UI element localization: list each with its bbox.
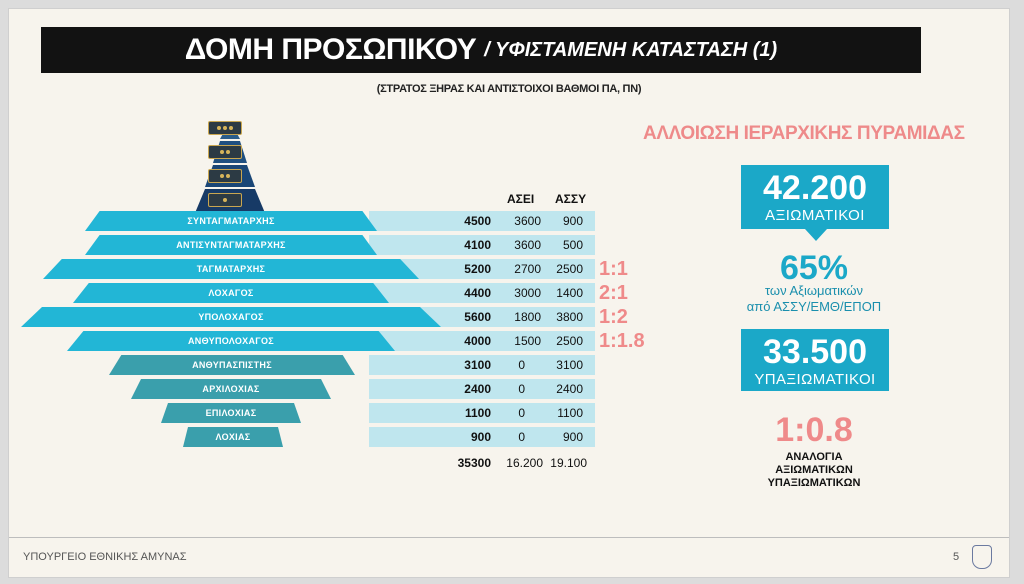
ratio-description: ΑΝΑΛΟΓΙΑ ΑΞΙΩΜΑΤΙΚΩΝ ΥΠΑΞΙΩΜΑΤΙΚΩΝ [729, 451, 899, 490]
rank-assy: 1100 [557, 406, 583, 420]
page-title: ΔΟΜΗ ΠΡΟΣΩΠΙΚΟΥ [184, 33, 477, 66]
rank-asei: 3600 [514, 214, 541, 228]
rank-total: 5600 [464, 310, 491, 324]
rank-label: ΛΟΧΑΓΟΣ [208, 288, 254, 298]
footer-divider [9, 537, 1009, 538]
rank-asei: 0 [518, 406, 525, 420]
insignia-icon [208, 121, 242, 135]
page-subtitle: (ΣΤΡΑΤΟΣ ΞΗΡΑΣ ΚΑΙ ΑΝΤΙΣΤΟΙΧΟΙ ΒΑΘΜΟΙ ΠΑ… [376, 83, 642, 95]
pyramid-bar [183, 427, 283, 447]
officers-box-pointer [805, 229, 827, 241]
rank-assy: 3800 [556, 310, 583, 324]
pyramid-bar [43, 259, 419, 279]
rank-label: ΛΟΧΙΑΣ [215, 432, 251, 442]
rank-assy: 2400 [556, 382, 583, 396]
insignia-icon [208, 169, 242, 183]
column-header-asei: ΑΣΕΙ [507, 192, 535, 206]
title-bar: ΔΟΜΗ ΠΡΟΣΩΠΙΚΟΥ / ΥΦΙΣΤΑΜΕΝΗ ΚΑΤΑΣΤΑΣΗ (… [41, 27, 921, 73]
rank-asei: 3600 [514, 238, 541, 252]
rank-asei: 0 [518, 430, 525, 444]
pyramid-bar [67, 331, 395, 351]
row-background [369, 427, 595, 447]
rank-label: ΣΥΝΤΑΓΜΑΤΑΡΧΗΣ [187, 216, 275, 226]
rank-label: ΑΝΘΥΠΟΛΟΧΑΓΟΣ [188, 336, 274, 346]
pyramid-bar [85, 211, 377, 231]
row-background [369, 379, 595, 399]
insignia-icon [208, 193, 242, 207]
percent-text-line: των Αξιωματικών [764, 283, 864, 298]
pyramid-bar [131, 379, 331, 399]
rank-total: 5200 [464, 262, 491, 276]
pyramid-bar [73, 283, 389, 303]
rank-assy: 2500 [556, 262, 583, 276]
total-asei: 16.200 [506, 456, 543, 470]
pyramid-bar [21, 307, 441, 327]
rank-assy: 1400 [556, 286, 583, 300]
pyramid-bar [85, 235, 377, 255]
officers-label: ΑΞΙΩΜΑΤΙΚΟΙ [765, 207, 865, 224]
nco-box: 33.500 ΥΠΑΞΙΩΜΑΤΙΚΟΙ [741, 329, 889, 391]
pyramid-change-heading: ΑΛΛΟΙΩΣΗ ΙΕΡΑΡΧΙΚΗΣ ΠΥΡΑΜΙΔΑΣ [643, 123, 965, 144]
nco-label: ΥΠΑΞΙΩΜΑΤΙΚΟΙ [754, 371, 876, 388]
rank-ratio: 2:1 [599, 282, 628, 304]
footer-ministry: ΥΠΟΥΡΓΕΙΟ ΕΘΝΙΚΗΣ ΑΜΥΝΑΣ [23, 551, 187, 563]
insignia-icon [208, 145, 242, 159]
rank-total: 3100 [464, 358, 491, 372]
row-background [369, 403, 595, 423]
rank-total: 2400 [464, 382, 491, 396]
officers-count: 42.200 [763, 169, 867, 207]
rank-asei: 1800 [514, 310, 541, 324]
rank-ratio: 1:1 [599, 258, 628, 280]
page-title-sub: / ΥΦΙΣΤΑΜΕΝΗ ΚΑΤΑΣΤΑΣΗ (1) [484, 38, 778, 61]
rank-total: 4100 [464, 238, 491, 252]
pyramid-bar [109, 355, 355, 375]
column-header-assy: ΑΣΣΥ [555, 192, 587, 206]
rank-ratio: 1:2 [599, 306, 628, 328]
rank-assy: 500 [562, 238, 583, 252]
rank-total: 1100 [464, 406, 491, 420]
rank-asei: 0 [518, 382, 525, 396]
row-background [369, 283, 595, 303]
row-background [369, 331, 595, 351]
page-number: 5 [953, 551, 960, 563]
grand-total: 35300 [457, 456, 491, 470]
rank-assy: 900 [562, 430, 583, 444]
row-background [369, 259, 595, 279]
rank-asei: 3000 [514, 286, 541, 300]
officers-box: 42.200 ΑΞΙΩΜΑΤΙΚΟΙ [741, 165, 889, 229]
rank-label: ΕΠΙΛΟΧΙΑΣ [205, 408, 257, 418]
rank-label: ΑΝΘΥΠΑΣΠΙΣΤΗΣ [192, 360, 272, 370]
percent-description: των Αξιωματικών από ΑΣΣΥ/ΕΜΘ/ΕΠΟΠ [729, 283, 899, 315]
pyramid-bar [161, 403, 301, 423]
ratio-text-line: ΥΠΑΞΙΩΜΑΤΙΚΩΝ [767, 477, 861, 489]
rank-label: ΑΝΤΙΣΥΝΤΑΓΜΑΤΑΡΧΗΣ [176, 240, 286, 250]
crest-icon [972, 545, 992, 569]
rank-total: 4400 [464, 286, 491, 300]
rank-total: 4000 [464, 334, 491, 348]
nco-count: 33.500 [763, 333, 867, 371]
rank-total: 4500 [464, 214, 491, 228]
rank-asei: 0 [518, 358, 525, 372]
rank-label: ΤΑΓΜΑΤΑΡΧΗΣ [196, 264, 266, 274]
row-background [369, 235, 595, 255]
ratio-text-line: ΑΝΑΛΟΓΙΑ [785, 451, 843, 463]
rank-asei: 2700 [514, 262, 541, 276]
rank-assy: 3100 [556, 358, 583, 372]
officer-nco-ratio: 1:0.8 [775, 411, 853, 449]
slide: ΔΟΜΗ ΠΡΟΣΩΠΙΚΟΥ / ΥΦΙΣΤΑΜΕΝΗ ΚΑΤΑΣΤΑΣΗ (… [8, 8, 1010, 578]
rank-label: ΥΠΟΛΟΧΑΓΟΣ [198, 312, 264, 322]
rank-assy: 900 [562, 214, 583, 228]
rank-asei: 1500 [514, 334, 541, 348]
percent-value: 65% [779, 249, 849, 287]
rank-assy: 2500 [556, 334, 583, 348]
rank-ratio: 1:1.8 [599, 330, 645, 352]
rank-label: ΑΡΧΙΛΟΧΙΑΣ [202, 384, 260, 394]
ratio-text-line: ΑΞΙΩΜΑΤΙΚΩΝ [775, 464, 853, 476]
percent-text-line: από ΑΣΣΥ/ΕΜΘ/ΕΠΟΠ [746, 299, 882, 314]
row-background [369, 355, 595, 375]
rank-total: 900 [470, 430, 491, 444]
total-assy: 19.100 [550, 456, 587, 470]
row-background [369, 211, 595, 231]
